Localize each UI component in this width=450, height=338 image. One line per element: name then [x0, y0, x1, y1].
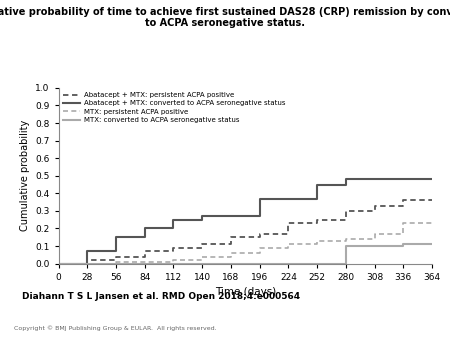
Legend: Abatacept + MTX: persistent ACPA positive, Abatacept + MTX: converted to ACPA se: Abatacept + MTX: persistent ACPA positiv…	[62, 91, 286, 124]
Text: Open: Open	[373, 320, 410, 333]
X-axis label: Time (days): Time (days)	[215, 287, 276, 297]
Text: Diahann T S L Jansen et al. RMD Open 2018;4:e000564: Diahann T S L Jansen et al. RMD Open 201…	[22, 292, 301, 301]
Text: Cumulative probability of time to achieve first sustained DAS28 (CRP) remission : Cumulative probability of time to achiev…	[0, 7, 450, 28]
Text: RMD: RMD	[374, 304, 410, 317]
Text: Copyright © BMJ Publishing Group & EULAR.  All rights reserved.: Copyright © BMJ Publishing Group & EULAR…	[14, 325, 216, 331]
Y-axis label: Cumulative probability: Cumulative probability	[19, 120, 30, 232]
